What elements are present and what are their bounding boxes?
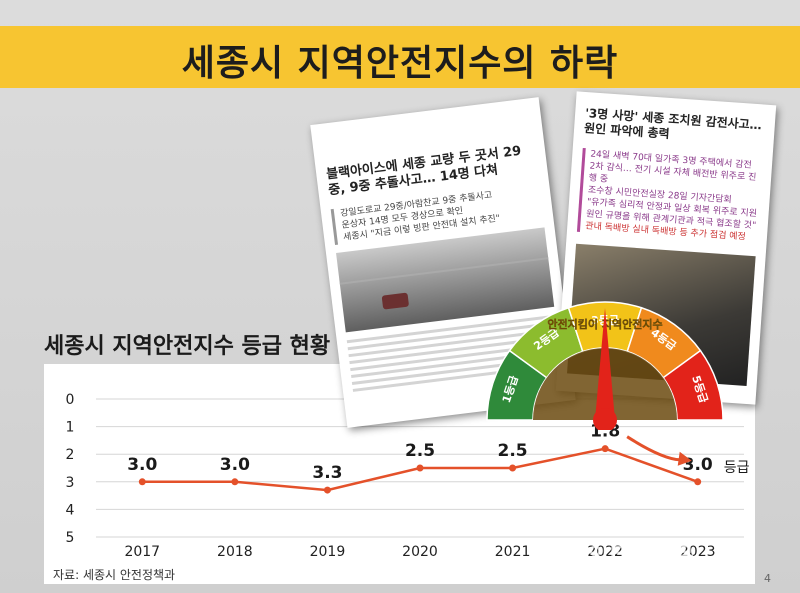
x-tick-label: 2023 bbox=[680, 544, 716, 560]
unit-label: 등급 bbox=[724, 460, 750, 476]
points-layer bbox=[138, 445, 702, 494]
line-chart: 0 1 2 3 4 5 2017 2018 2019 2020 2021 2022 2023 3.0 3… bbox=[66, 392, 750, 560]
x-tick-label: 2021 bbox=[495, 544, 531, 560]
x-tick-label: 2022 bbox=[587, 544, 623, 560]
y-tick-label: 4 bbox=[66, 502, 75, 518]
x-tick-label: 2018 bbox=[217, 544, 253, 560]
title-band bbox=[0, 26, 800, 88]
y-tick-label: 1 bbox=[66, 420, 75, 436]
chart-heading: 세종시 지역안전지수 등급 현황 bbox=[44, 334, 331, 359]
data-point bbox=[231, 478, 239, 486]
data-point bbox=[416, 464, 424, 472]
y-tick-label: 0 bbox=[66, 392, 75, 408]
safety-gauge: 1등급2등급3등급4등급5등급 안전지킴이 지역안전지수 bbox=[486, 301, 724, 430]
x-tick-label: 2019 bbox=[310, 544, 346, 560]
trend-arrow-head bbox=[677, 451, 692, 466]
data-point bbox=[323, 486, 331, 494]
watermark: 대전인터넷신문 bbox=[546, 544, 695, 569]
data-label: 2.5 bbox=[405, 441, 435, 461]
y-tick-label: 5 bbox=[66, 530, 75, 546]
x-tick-label: 2017 bbox=[124, 544, 160, 560]
y-axis-ticks: 0 1 2 3 4 5 bbox=[66, 392, 75, 546]
gauge-needle bbox=[593, 308, 617, 430]
x-axis-ticks: 2017 2018 2019 2020 2021 2022 2023 bbox=[124, 544, 715, 560]
needle bbox=[595, 308, 615, 420]
source-note: 자료: 세종시 안전정책과 bbox=[53, 568, 176, 582]
needle-hub bbox=[593, 408, 617, 430]
y-tick-label: 3 bbox=[66, 475, 75, 491]
page-number: 4 bbox=[764, 572, 771, 585]
data-point bbox=[601, 445, 609, 453]
gauge-segments bbox=[486, 301, 724, 421]
data-label: 3.0 bbox=[127, 455, 157, 475]
data-point bbox=[138, 478, 146, 486]
data-point bbox=[509, 464, 517, 472]
data-label: 3.0 bbox=[220, 455, 250, 475]
data-label: 3.3 bbox=[312, 463, 342, 483]
y-tick-label: 2 bbox=[66, 447, 75, 463]
x-tick-label: 2020 bbox=[402, 544, 438, 560]
page-title: 세종시 지역안전지수의 하락 bbox=[181, 43, 619, 84]
data-labels-layer: 3.0 3.0 3.32.5 2.51.83.0 등급 bbox=[127, 422, 749, 483]
trend-arrow bbox=[626, 435, 680, 462]
data-label: 2.5 bbox=[498, 441, 528, 461]
data-point bbox=[694, 478, 702, 486]
